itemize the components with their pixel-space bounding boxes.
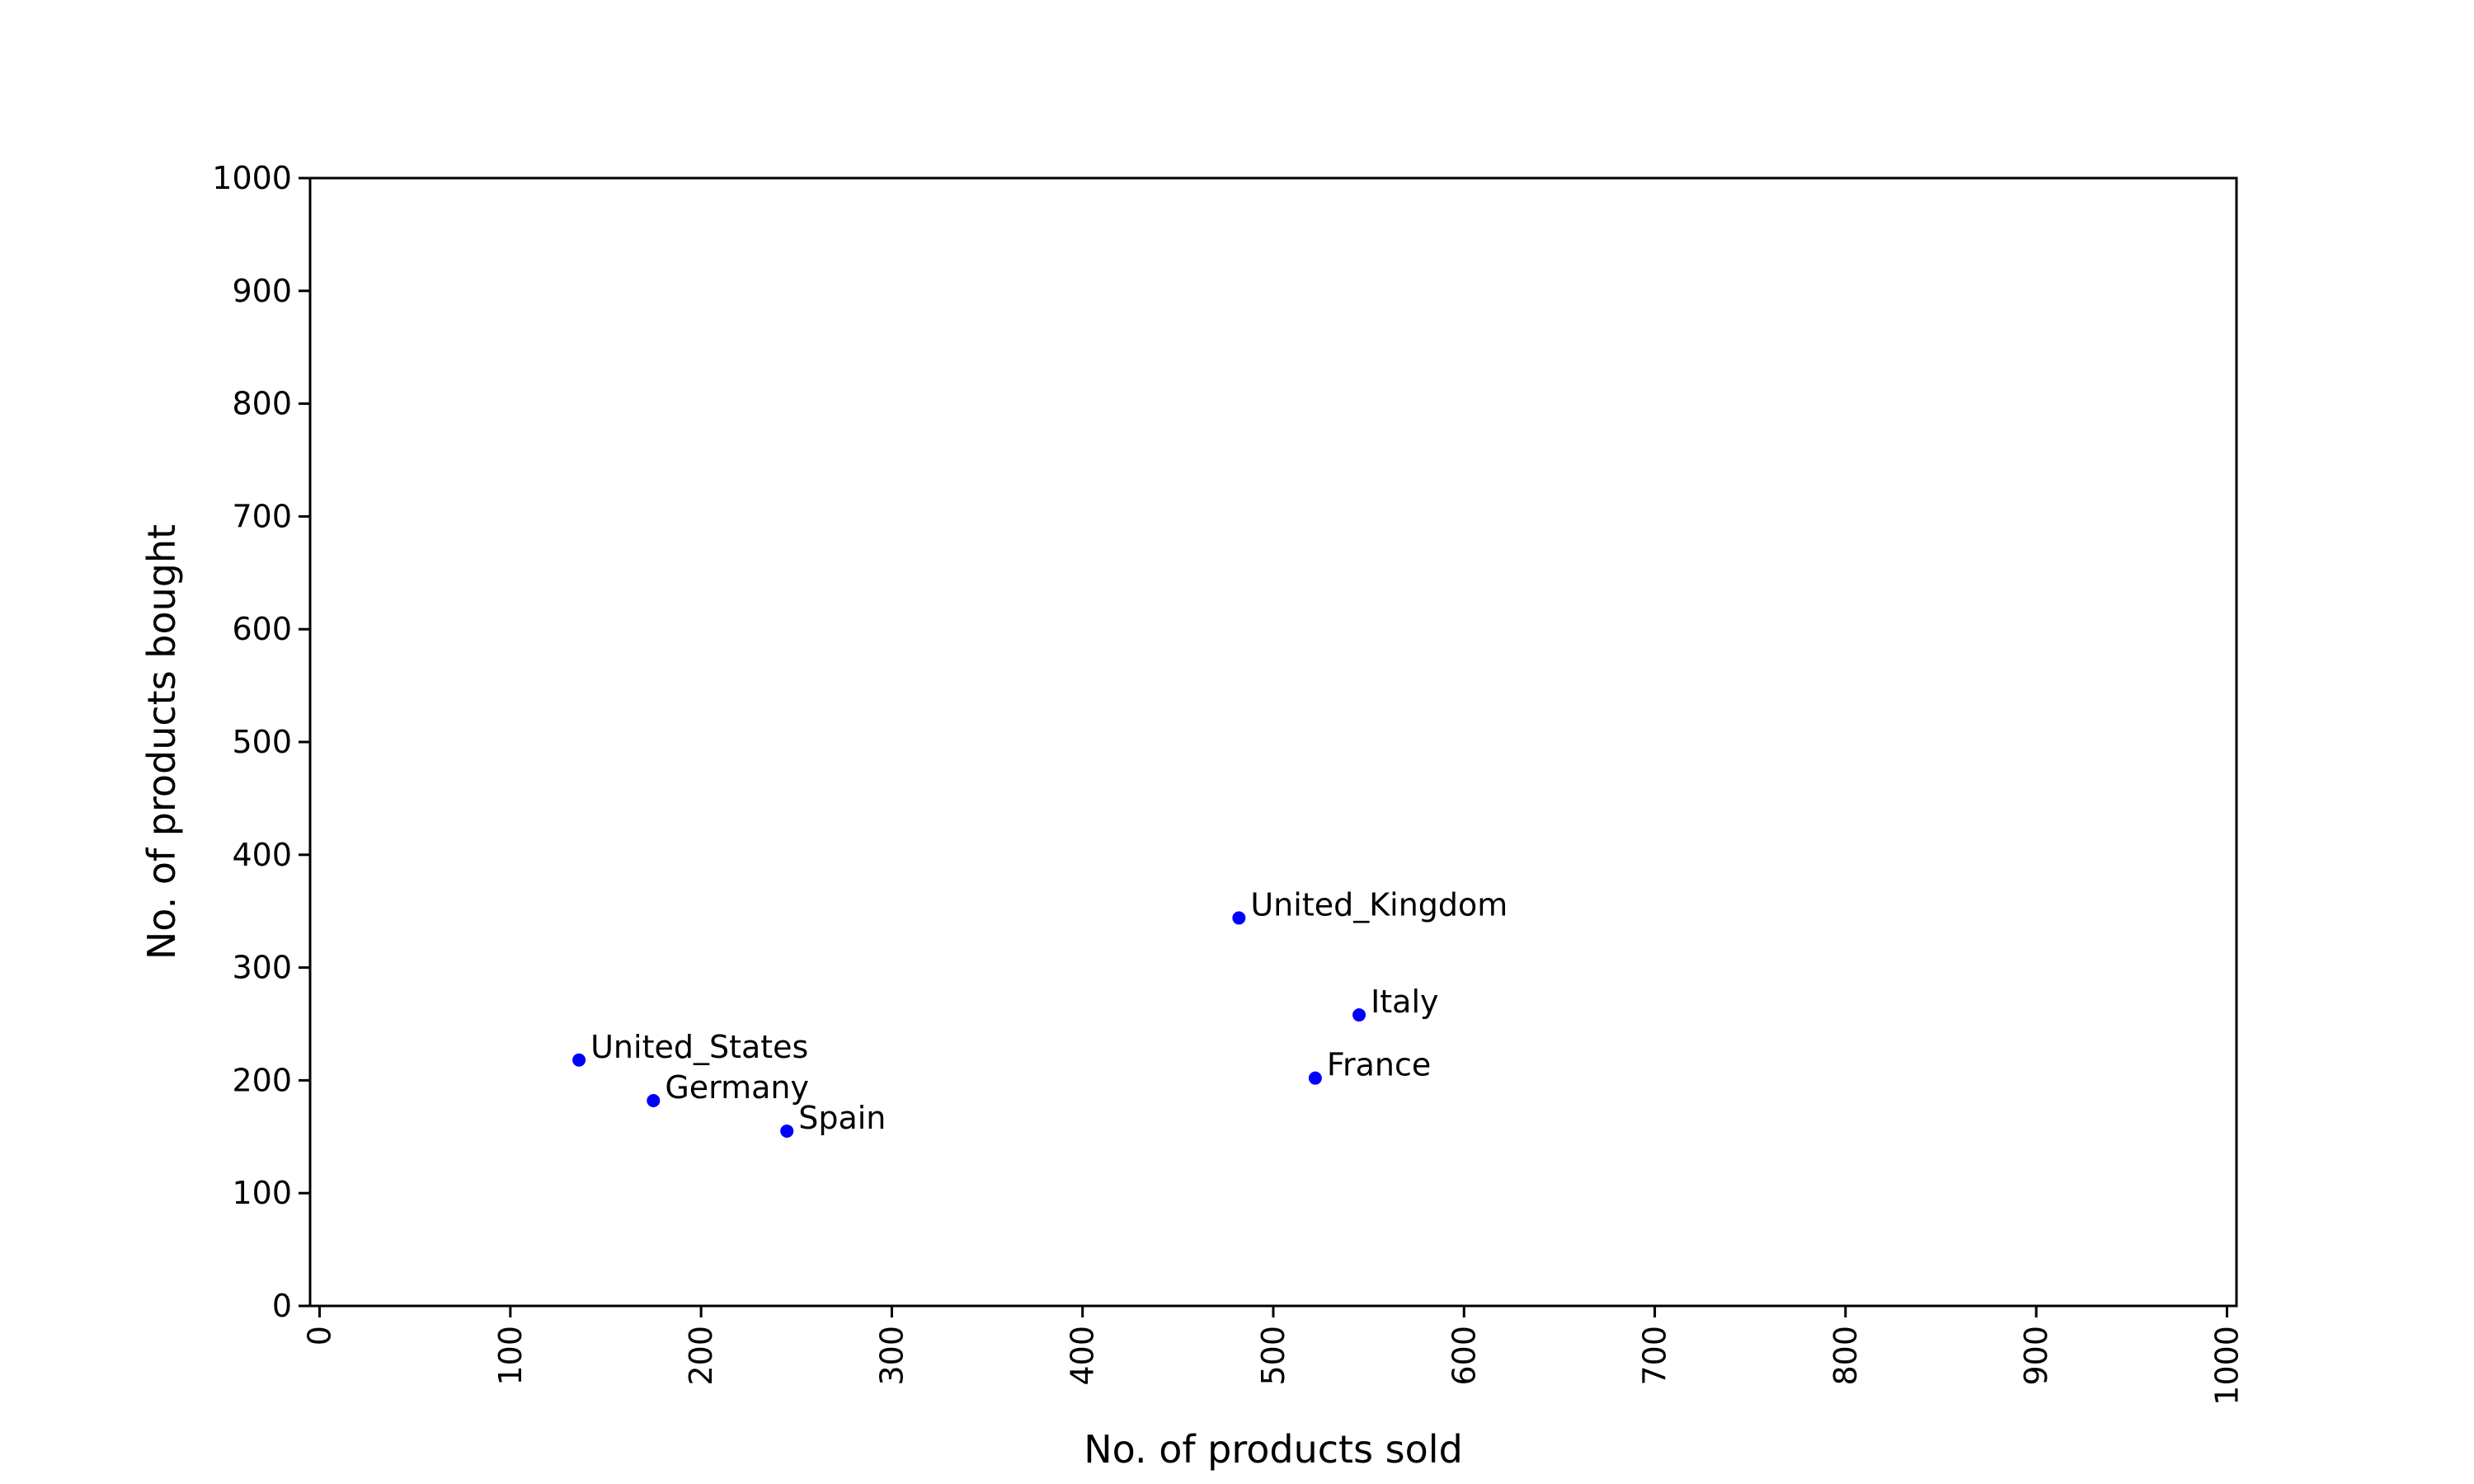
y-tick-label: 600 xyxy=(232,611,292,647)
y-tick-label: 0 xyxy=(272,1288,292,1324)
x-tick-label: 800 xyxy=(1827,1326,1864,1386)
x-tick-label: 700 xyxy=(1637,1326,1673,1386)
x-tick-label: 900 xyxy=(2018,1326,2054,1386)
point-label: France xyxy=(1327,1047,1431,1083)
point-label: United_Kingdom xyxy=(1250,886,1507,923)
point-label: Germany xyxy=(665,1069,809,1106)
x-tick-label: 300 xyxy=(873,1326,910,1386)
plot-frame xyxy=(308,176,2238,1308)
y-tick-label: 1000 xyxy=(212,160,292,196)
y-tick-label: 100 xyxy=(232,1175,292,1211)
y-tick-label: 400 xyxy=(232,837,292,873)
x-tick-label: 100 xyxy=(492,1326,529,1386)
x-tick-label: 400 xyxy=(1065,1326,1101,1386)
y-tick-label: 300 xyxy=(232,950,292,986)
x-tick-label: 1000 xyxy=(2208,1326,2245,1406)
x-tick-label: 500 xyxy=(1255,1326,1291,1386)
data-point xyxy=(1308,1071,1322,1085)
y-tick-label: 200 xyxy=(232,1062,292,1098)
point-label: Italy xyxy=(1371,984,1438,1020)
point-label: Spain xyxy=(798,1100,886,1136)
x-tick-label: 200 xyxy=(683,1326,719,1386)
point-label: United_States xyxy=(590,1029,808,1065)
x-tick-label: 600 xyxy=(1446,1326,1482,1386)
y-tick-label: 900 xyxy=(232,273,292,309)
y-axis-label: No. of products bought xyxy=(139,524,184,960)
data-point xyxy=(647,1094,661,1108)
data-points: United_Kingdom Italy France United_States Ge… xyxy=(572,886,1507,1138)
y-tick-label: 800 xyxy=(232,386,292,422)
x-axis-label: No. of products sold xyxy=(1084,1427,1463,1472)
data-point xyxy=(1352,1008,1366,1022)
data-point xyxy=(572,1053,586,1067)
y-tick-label: 700 xyxy=(232,498,292,534)
ticks: 0 100 200 300 400 500 600 700 800 900 1000 0 100 200 3… xyxy=(212,160,2245,1406)
x-tick-label: 0 xyxy=(302,1326,338,1345)
data-point xyxy=(1232,911,1246,925)
data-point xyxy=(780,1124,794,1138)
y-tick-label: 500 xyxy=(232,724,292,760)
